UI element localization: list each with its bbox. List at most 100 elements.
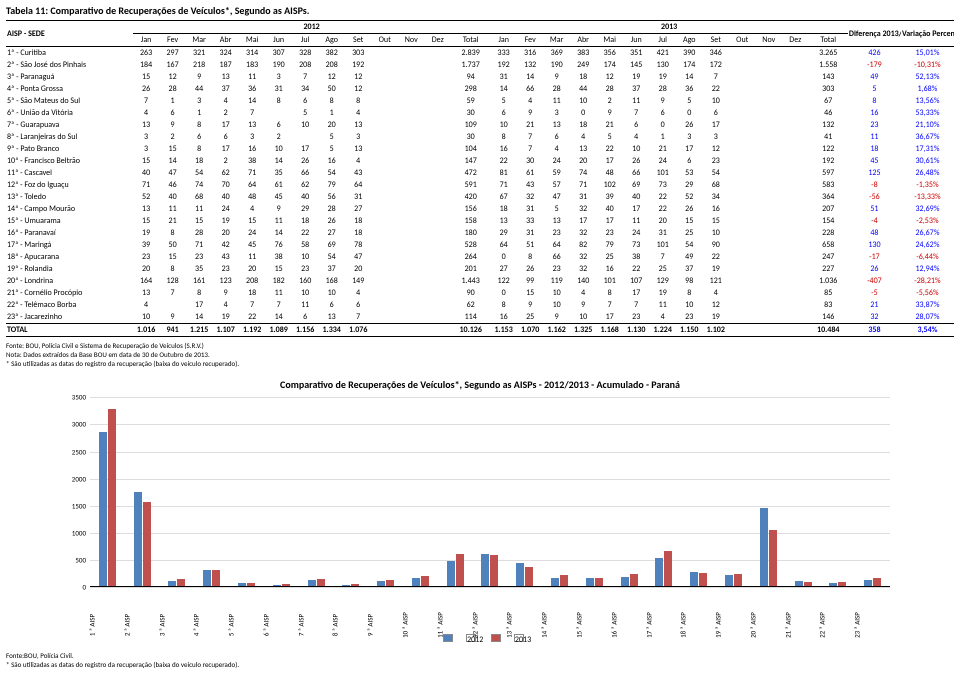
bar bbox=[699, 573, 707, 586]
bar bbox=[308, 580, 316, 586]
table-row: 16ª - Paranavaí1982820241422271818029312… bbox=[6, 227, 954, 239]
bar bbox=[342, 585, 350, 587]
aisp-name: 2ª - São José dos Pinhais bbox=[6, 59, 133, 71]
header-month: Jan bbox=[133, 34, 160, 47]
bar bbox=[864, 580, 872, 586]
x-axis-label: 23 ª AISP bbox=[853, 608, 893, 643]
table-row: 12ª - Foz do Iguaçu714674706461627964591… bbox=[6, 179, 954, 191]
bar bbox=[412, 578, 420, 586]
aisp-name: 7ª - Guarapuava bbox=[6, 119, 133, 131]
header-month: Total bbox=[809, 34, 848, 47]
table-notes: Fonte: BOU, Polícia Civil e Sistema de R… bbox=[6, 341, 954, 368]
bar bbox=[725, 575, 733, 586]
bar bbox=[586, 578, 594, 587]
table-row: 6ª - União da Vitória4612751430693097606… bbox=[6, 107, 954, 119]
bar bbox=[690, 572, 698, 586]
bar bbox=[829, 583, 837, 586]
table-total-row: TOTAL1.0169411.2151.1071.1921.0891.1561.… bbox=[6, 324, 954, 337]
footer-notes: Fonte:BOU, Polícia Civil.* São utilizada… bbox=[6, 651, 954, 669]
bar bbox=[490, 555, 498, 587]
table-row: 19ª - Rolandia20835232015233720201272623… bbox=[6, 263, 954, 275]
bar bbox=[168, 581, 176, 586]
header-month: Jul bbox=[292, 34, 319, 47]
header-month: Jun bbox=[265, 34, 292, 47]
table-title: Tabela 11: Comparativo de Recuperações d… bbox=[6, 4, 954, 17]
header-month: Ago bbox=[318, 34, 345, 47]
aisp-name: 11ª - Cascavel bbox=[6, 167, 133, 179]
chart-title: Comparativo de Recuperações de Veículos*… bbox=[6, 378, 954, 391]
header-month: Set bbox=[702, 34, 729, 47]
bar bbox=[273, 585, 281, 587]
bar bbox=[551, 578, 559, 586]
bar bbox=[317, 579, 325, 586]
header-month: Out bbox=[371, 34, 398, 47]
bar bbox=[664, 551, 672, 587]
x-axis-label: 6 ª AISP bbox=[261, 608, 301, 643]
aisp-name: 3ª - Paranaguá bbox=[6, 71, 133, 83]
aisp-name: 6ª - União da Vitória bbox=[6, 107, 133, 119]
aisp-name: 12ª - Foz do Iguaçu bbox=[6, 179, 133, 191]
header-diff: Diferença 2013/2012 bbox=[848, 21, 901, 47]
bar bbox=[525, 567, 533, 587]
aisp-name: 15ª - Umuarama bbox=[6, 215, 133, 227]
aisp-name: 23ª - Jacarezinho bbox=[6, 311, 133, 324]
aisp-name: 18ª - Apucarana bbox=[6, 251, 133, 263]
aisp-name: 8ª - Laranjeiras do Sul bbox=[6, 131, 133, 143]
bar bbox=[560, 575, 568, 586]
table-row: 2ª - São José dos Pinhais184167218187183… bbox=[6, 59, 954, 71]
table-row: 21ª - Cornélio Procópio13789181110104900… bbox=[6, 287, 954, 299]
aisp-name: TOTAL bbox=[6, 324, 133, 337]
table-row: 15ª - Umuarama15211519151118261815813331… bbox=[6, 215, 954, 227]
table-row: 3ª - Paranaguá15129131137121294311491812… bbox=[6, 71, 954, 83]
bar bbox=[804, 582, 812, 587]
bar bbox=[481, 554, 489, 586]
header-month: Abr bbox=[570, 34, 597, 47]
header-month: Mar bbox=[186, 34, 213, 47]
x-axis-label: 2 ª AISP bbox=[122, 608, 162, 643]
bar bbox=[377, 581, 385, 587]
aisp-name: 13ª - Toledo bbox=[6, 191, 133, 203]
header-aisp: AISP - SEDE bbox=[6, 21, 133, 47]
table-row: 18ª - Apucarana2315234311381054472640866… bbox=[6, 251, 954, 263]
table-row: 22ª - Telêmaco Borba41747711666289109771… bbox=[6, 299, 954, 311]
header-month: Set bbox=[345, 34, 372, 47]
bar bbox=[108, 409, 116, 586]
table-row: 13ª - Toledo5240684048454056314206732473… bbox=[6, 191, 954, 203]
header-month: Nov bbox=[398, 34, 425, 47]
x-axis-label: 20 ª AISP bbox=[748, 608, 788, 643]
table-row: 8ª - Laranjeiras do Sul32663253308764541… bbox=[6, 131, 954, 143]
bar bbox=[873, 578, 881, 586]
bar bbox=[516, 563, 524, 586]
header-month: Jun bbox=[623, 34, 650, 47]
x-axis-label: 15 ª AISP bbox=[574, 608, 614, 643]
header-month: Dez bbox=[424, 34, 451, 47]
header-month: Nov bbox=[756, 34, 783, 47]
bar bbox=[247, 583, 255, 587]
aisp-name: 9ª - Pato Branco bbox=[6, 143, 133, 155]
header-month: Jan bbox=[490, 34, 517, 47]
aisp-name: 16ª - Paranavaí bbox=[6, 227, 133, 239]
header-month: Fev bbox=[517, 34, 544, 47]
bar bbox=[238, 583, 246, 586]
bar bbox=[386, 580, 394, 587]
bar bbox=[456, 554, 464, 586]
bar bbox=[351, 584, 359, 586]
header-month: Dez bbox=[782, 34, 809, 47]
bar bbox=[447, 561, 455, 587]
bar bbox=[769, 530, 777, 586]
table-row: 4ª - Ponta Grossa26284437363134501229814… bbox=[6, 83, 954, 95]
aisp-name: 17ª - Maringá bbox=[6, 239, 133, 251]
header-month: Abr bbox=[212, 34, 239, 47]
aisp-name: 21ª - Cornélio Procópio bbox=[6, 287, 133, 299]
recovery-table: AISP - SEDE 2012 2013 Diferença 2013/201… bbox=[6, 20, 954, 337]
table-row: 10ª - Francisco Beltrão15141823814261641… bbox=[6, 155, 954, 167]
table-row: 9ª - Pato Branco315817161017513104167413… bbox=[6, 143, 954, 155]
table-row: 5ª - São Mateus do Sul713414868859541110… bbox=[6, 95, 954, 107]
bar bbox=[630, 574, 638, 586]
header-month: Ago bbox=[676, 34, 703, 47]
header-month: Mai bbox=[596, 34, 623, 47]
table-row: 20ª - Londrina16412816112320818216016814… bbox=[6, 275, 954, 287]
aisp-name: 10ª - Francisco Beltrão bbox=[6, 155, 133, 167]
aisp-name: 5ª - São Mateus do Sul bbox=[6, 95, 133, 107]
bar bbox=[838, 582, 846, 587]
